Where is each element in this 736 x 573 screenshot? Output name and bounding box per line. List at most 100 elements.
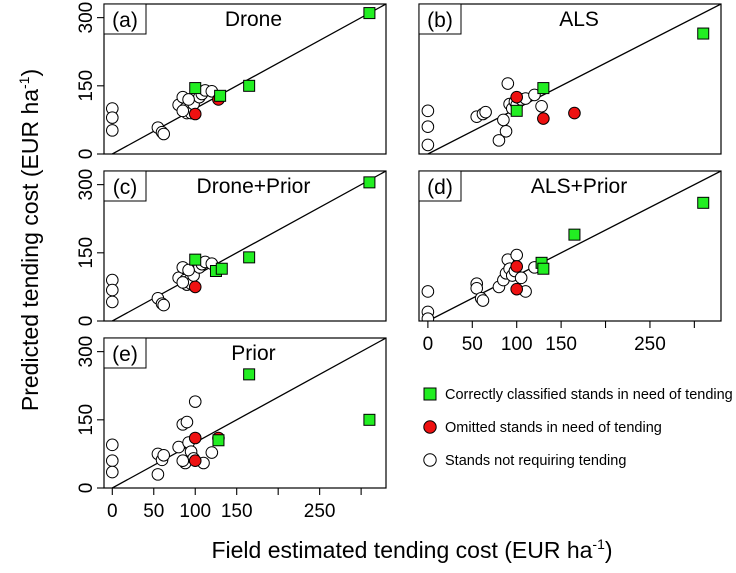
point-green-square (568, 228, 581, 241)
point-green-square (537, 262, 550, 275)
legend: Correctly classified stands in need of t… (423, 387, 733, 469)
panel-title: Prior (231, 342, 275, 365)
y-axis-title: Predicted tending cost (EUR ha-1) (16, 69, 43, 411)
x-tick-label: 250 (304, 501, 336, 522)
panel-tag-box (418, 170, 462, 202)
panel-tag-box (103, 3, 147, 35)
point-open-circle (421, 104, 435, 118)
point-open-circle (105, 111, 119, 124)
point-open-circle (157, 298, 171, 312)
point-open-circle (497, 113, 510, 127)
point-red-circle (188, 454, 202, 468)
panel-title: ALS+Prior (531, 175, 627, 198)
y-tick-label: 150 (76, 237, 97, 269)
point-green-square (697, 196, 710, 209)
point-open-circle (105, 438, 119, 452)
point-red-circle (510, 282, 524, 296)
panel-d: (d) ALS+Prior 0 50 100 150 250 (418, 170, 722, 355)
point-open-circle (535, 99, 548, 113)
point-red-circle (537, 112, 550, 125)
legend-marker-circle (423, 453, 437, 467)
point-open-circle (188, 395, 202, 408)
x-tick-label: 100 (179, 501, 211, 522)
point-open-circle (510, 248, 524, 262)
y-tick-label: 150 (76, 70, 97, 102)
legend-label: Stands not requiring tending (445, 453, 626, 469)
point-open-circle (157, 448, 171, 462)
point-open-circle (176, 276, 190, 289)
panel-tag: (e) (112, 343, 138, 366)
y-tick-label: 300 (76, 169, 97, 201)
point-open-circle (499, 124, 513, 138)
point-open-circle (476, 294, 490, 307)
legend-label: Correctly classified stands in need of t… (445, 387, 733, 403)
point-open-circle (479, 105, 492, 119)
x-tick-label: 0 (423, 334, 434, 355)
x-tick-label: 0 (107, 501, 118, 522)
point-open-circle (182, 263, 195, 277)
point-green-square (537, 82, 550, 95)
point-open-circle (421, 285, 435, 298)
point-open-circle (105, 295, 119, 309)
legend-marker-square (423, 387, 437, 401)
data-points (421, 196, 710, 321)
point-open-circle (205, 446, 219, 459)
panel-frame (103, 3, 387, 155)
panel-tag-box (103, 170, 147, 202)
point-open-circle (105, 283, 119, 297)
point-green-square (363, 176, 376, 189)
panel-c: (c) Drone+Prior 0 150 300 (76, 169, 387, 326)
point-open-circle (105, 465, 119, 479)
panel-a: (a) Drone 0 150 300 (76, 2, 387, 160)
panel-e: (e) Prior 0 150 300 0 50 100 150 250 (76, 336, 387, 522)
legend-item: Omitted stands in need of tending (423, 420, 662, 436)
point-green-square (189, 253, 202, 266)
point-open-circle (157, 127, 171, 141)
point-red-circle (568, 106, 581, 120)
panel-frame (103, 337, 387, 489)
point-green-square (363, 7, 376, 20)
point-open-circle (421, 312, 435, 321)
x-tick-label: 50 (143, 501, 164, 522)
panel-title: ALS (559, 8, 599, 31)
legend-label: Omitted stands in need of tending (445, 420, 662, 436)
point-red-circle (188, 280, 202, 294)
data-points (105, 176, 376, 312)
point-open-circle (421, 138, 435, 152)
panel-tag: (b) (427, 9, 453, 32)
point-green-square (212, 434, 225, 447)
point-open-circle (105, 124, 119, 137)
point-open-circle (182, 93, 195, 106)
point-open-circle (492, 134, 506, 147)
x-tick-label: 250 (634, 334, 666, 355)
panel-tag-box (103, 337, 147, 369)
panel-tag: (a) (112, 9, 138, 32)
point-green-square (363, 413, 376, 426)
panel-frame (418, 170, 722, 322)
panel-frame (418, 3, 722, 155)
data-points (421, 27, 710, 152)
point-open-circle (151, 468, 165, 481)
point-green-square (243, 79, 256, 92)
x-tick-label: 150 (221, 501, 253, 522)
point-open-circle (180, 415, 194, 429)
reference-line-1-1 (427, 4, 721, 154)
x-tick-label: 150 (545, 334, 577, 355)
point-green-square (697, 27, 710, 40)
data-points (105, 368, 376, 481)
point-open-circle (514, 271, 528, 285)
y-tick-label: 0 (76, 149, 97, 160)
panel-tag: (c) (113, 176, 138, 199)
point-open-circle (176, 104, 190, 118)
x-tick-label: 50 (462, 334, 483, 355)
point-green-square (215, 262, 228, 275)
x-tick-label: 100 (501, 334, 533, 355)
legend-marker-circle (423, 420, 437, 434)
y-tick-label: 0 (76, 483, 97, 494)
point-red-circle (510, 90, 524, 104)
point-green-square (214, 89, 227, 102)
point-open-circle (105, 454, 119, 468)
panel-frame (103, 170, 387, 322)
y-tick-label: 300 (76, 2, 97, 34)
